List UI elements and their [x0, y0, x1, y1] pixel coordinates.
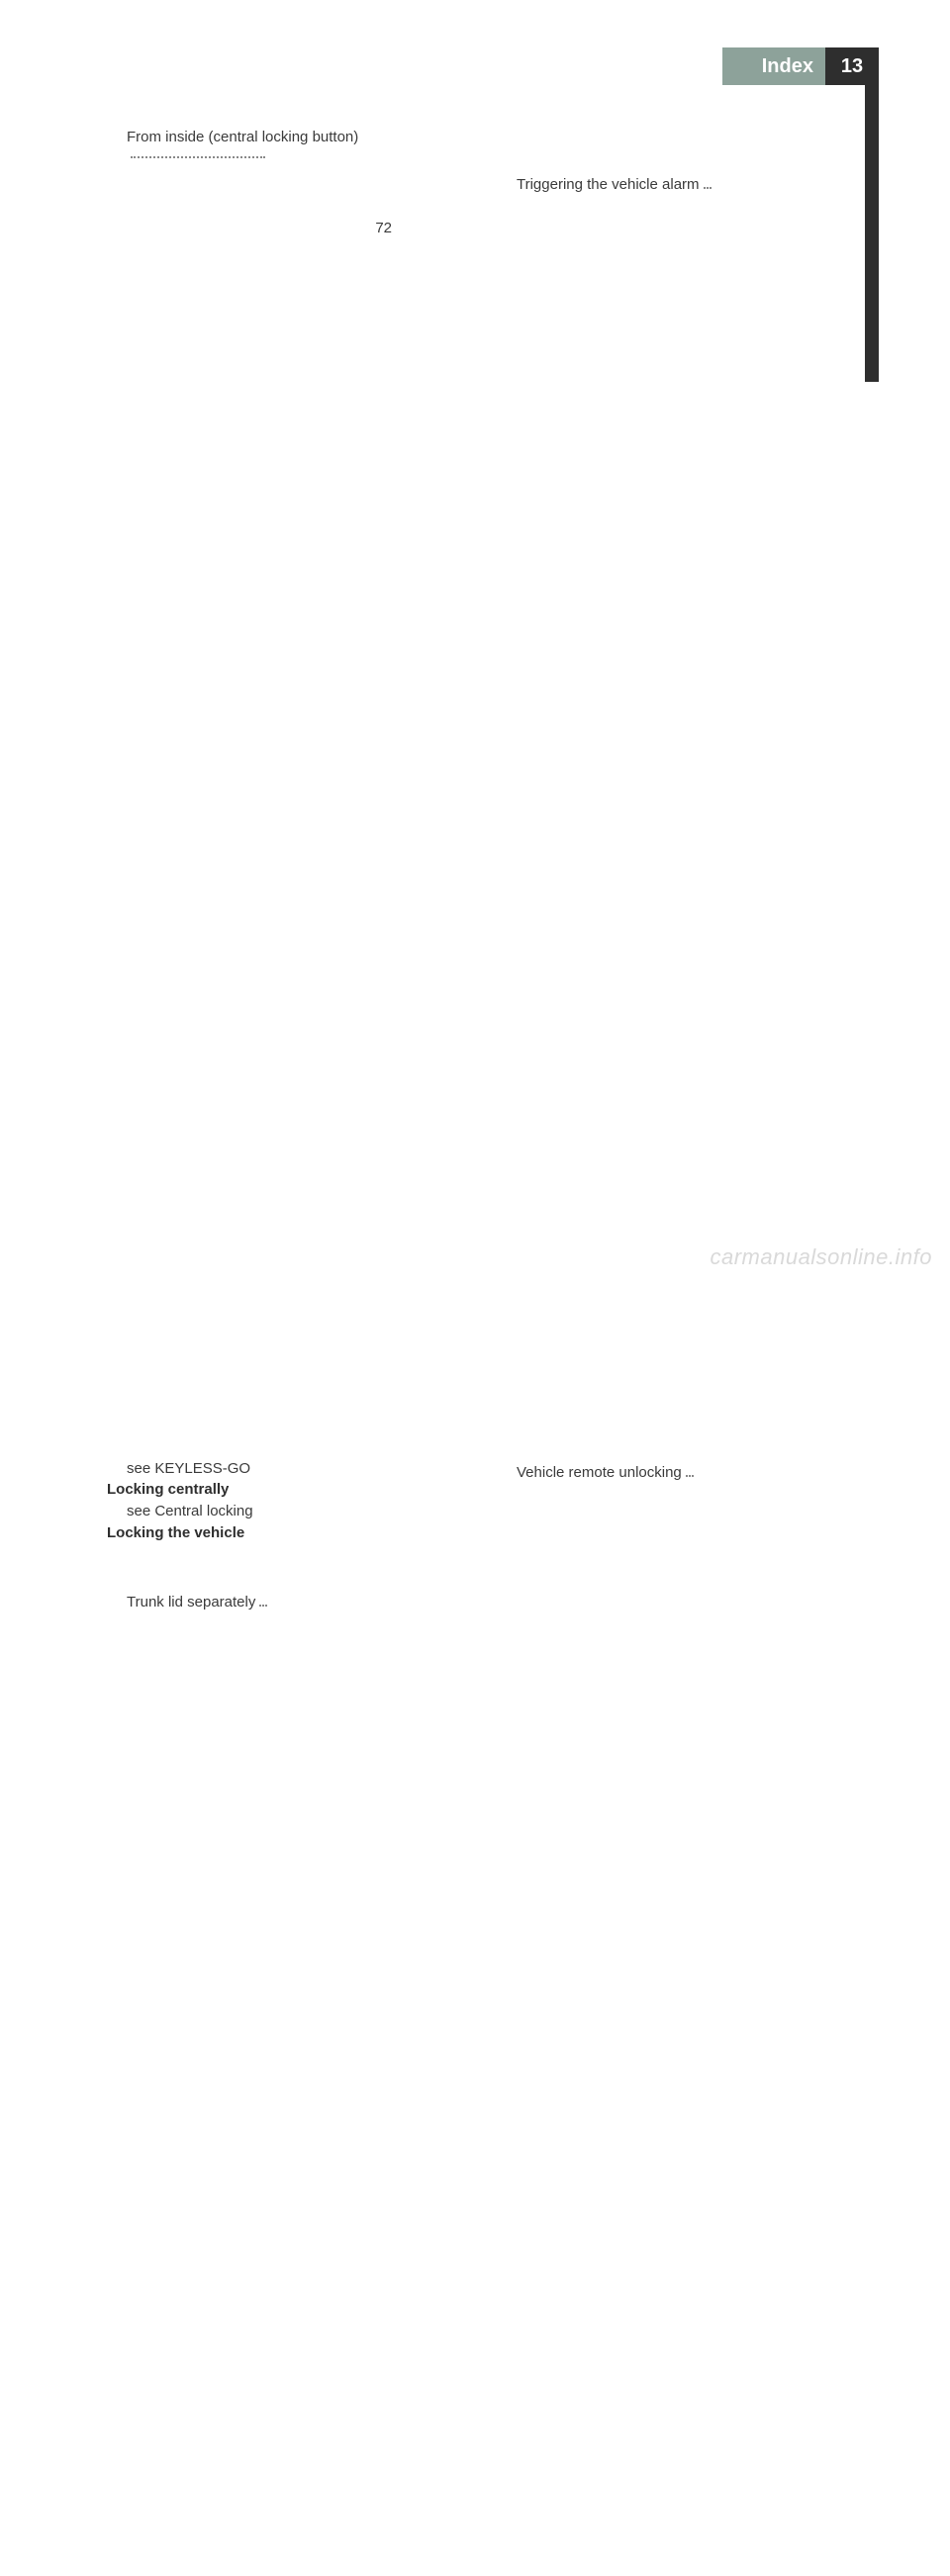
index-label: see Central locking — [127, 1501, 253, 1522]
index-label: From inside (central locking button) — [127, 129, 358, 145]
header-bar: Index 13 — [722, 47, 879, 85]
index-subentry: From inside (central locking button)72 — [107, 127, 463, 170]
index-subentry: see Central locking — [107, 1501, 463, 1522]
watermark: carmanualsonline.info — [710, 1244, 932, 1270]
index-column-left: From inside (central locking button)72 se… — [107, 127, 463, 2576]
header-page-number: 13 — [825, 47, 879, 85]
index-subentry: Triggering the vehicle alarm229 — [497, 127, 853, 1415]
index-label: Triggering the vehicle alarm — [517, 174, 700, 196]
index-label: Locking the vehicle — [107, 1522, 244, 1544]
leader-dots — [131, 156, 265, 158]
header-title: Index — [722, 47, 825, 85]
index-heading: Locking the vehicle — [107, 1522, 463, 1544]
index-heading: Locking centrally — [107, 1479, 463, 1501]
index-page-ref: 72 — [0, 170, 463, 1458]
index-page-ref: 229 — [715, 127, 950, 1415]
page: Index 13 From inside (central locking bu… — [0, 0, 950, 1288]
leader-dots — [686, 1475, 694, 1477]
index-label: Locking centrally — [107, 1479, 229, 1501]
index-page-ref: 227 — [698, 1415, 950, 2576]
index-subentry: Trunk lid separately76 — [107, 1544, 463, 2576]
index-subentry: see KEYLESS-GO — [107, 1458, 463, 1480]
leader-dots — [259, 1605, 267, 1607]
index-label: Trunk lid separately — [127, 1592, 255, 1613]
index-label: Vehicle remote unlocking — [517, 1462, 682, 1484]
index-label: see KEYLESS-GO — [127, 1458, 250, 1480]
leader-dots — [704, 187, 712, 189]
index-content: From inside (central locking button)72 se… — [107, 127, 879, 2576]
